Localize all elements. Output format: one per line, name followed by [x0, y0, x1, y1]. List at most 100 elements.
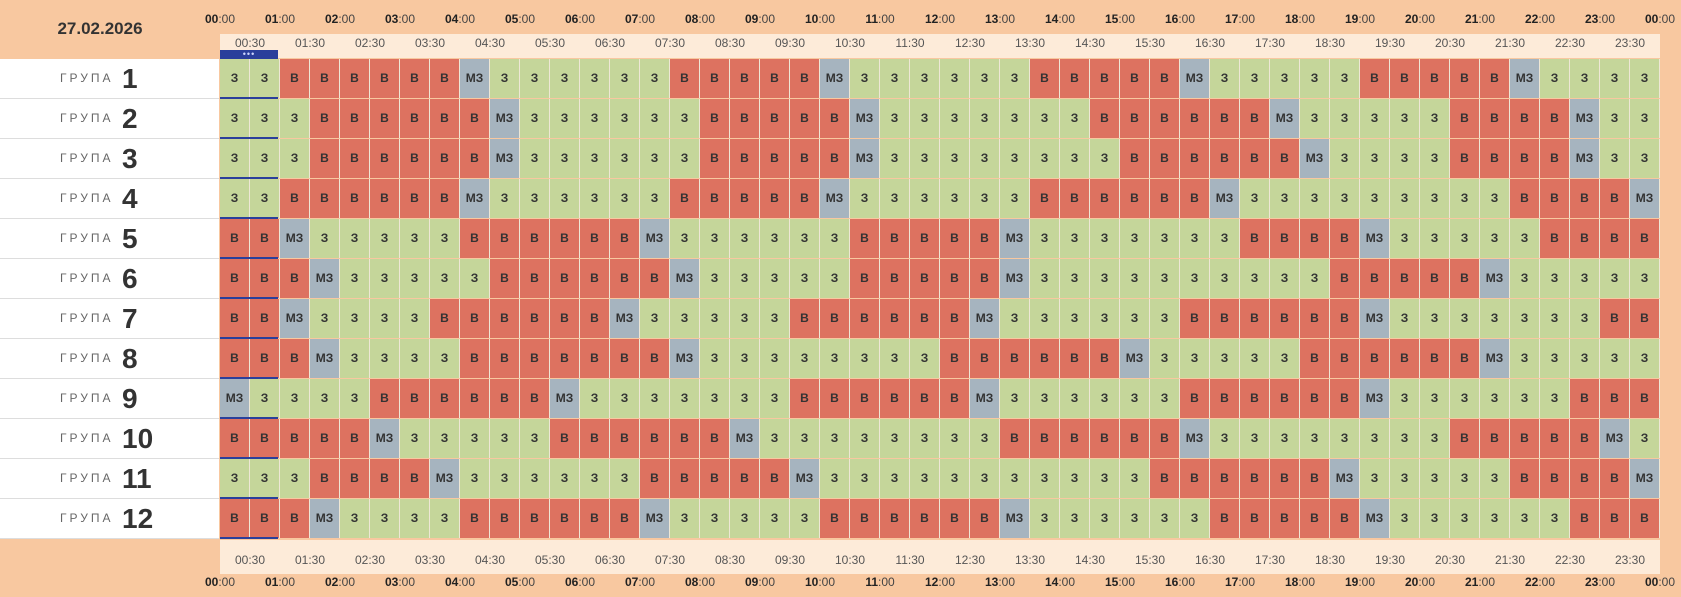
schedule-cell[interactable]: В	[910, 259, 940, 298]
schedule-cell[interactable]: З	[1060, 259, 1090, 298]
schedule-cell[interactable]: МЗ	[310, 499, 340, 538]
schedule-cell[interactable]: З	[1510, 499, 1540, 538]
schedule-cell[interactable]: МЗ	[490, 139, 520, 178]
schedule-cell[interactable]: В	[1180, 379, 1210, 418]
schedule-cell[interactable]: З	[580, 59, 610, 98]
schedule-cell[interactable]: З	[250, 459, 280, 498]
schedule-cell[interactable]: З	[1480, 379, 1510, 418]
schedule-cell[interactable]: З	[880, 459, 910, 498]
schedule-cell[interactable]: З	[580, 139, 610, 178]
schedule-cell[interactable]: З	[1300, 179, 1330, 218]
schedule-cell[interactable]: З	[1630, 139, 1660, 178]
schedule-cell[interactable]: З	[1270, 179, 1300, 218]
schedule-cell[interactable]: В	[520, 259, 550, 298]
schedule-cell[interactable]: З	[1240, 59, 1270, 98]
schedule-cell[interactable]: З	[850, 339, 880, 378]
schedule-cell[interactable]: З	[760, 499, 790, 538]
schedule-cell[interactable]: З	[1030, 99, 1060, 138]
schedule-cell[interactable]: З	[880, 179, 910, 218]
schedule-cell[interactable]: З	[1480, 459, 1510, 498]
schedule-cell[interactable]: В	[1180, 299, 1210, 338]
schedule-cell[interactable]: В	[580, 259, 610, 298]
schedule-cell[interactable]: В	[580, 499, 610, 538]
schedule-cell[interactable]: З	[1480, 219, 1510, 258]
schedule-cell[interactable]: В	[1270, 499, 1300, 538]
schedule-cell[interactable]: МЗ	[550, 379, 580, 418]
schedule-cell[interactable]: МЗ	[820, 59, 850, 98]
schedule-cell[interactable]: В	[1210, 499, 1240, 538]
schedule-cell[interactable]: В	[220, 339, 250, 378]
schedule-cell[interactable]: В	[1540, 139, 1570, 178]
schedule-cell[interactable]: В	[1240, 139, 1270, 178]
schedule-cell[interactable]: В	[670, 179, 700, 218]
schedule-cell[interactable]: З	[340, 379, 370, 418]
schedule-cell[interactable]: В	[250, 499, 280, 538]
schedule-cell[interactable]: З	[1420, 99, 1450, 138]
schedule-cell[interactable]: В	[1210, 99, 1240, 138]
schedule-cell[interactable]: З	[1090, 219, 1120, 258]
schedule-cell[interactable]: В	[1600, 299, 1630, 338]
schedule-cell[interactable]: З	[490, 459, 520, 498]
schedule-cell[interactable]: В	[370, 59, 400, 98]
schedule-cell[interactable]: В	[400, 459, 430, 498]
schedule-cell[interactable]: В	[1180, 139, 1210, 178]
schedule-cell[interactable]: З	[790, 219, 820, 258]
schedule-cell[interactable]: З	[1630, 99, 1660, 138]
schedule-cell[interactable]: З	[760, 339, 790, 378]
schedule-cell[interactable]: З	[1510, 299, 1540, 338]
schedule-cell[interactable]: В	[730, 179, 760, 218]
schedule-cell[interactable]: З	[880, 139, 910, 178]
schedule-cell[interactable]: З	[1180, 499, 1210, 538]
schedule-cell[interactable]: В	[1330, 499, 1360, 538]
schedule-cell[interactable]: З	[220, 459, 250, 498]
schedule-cell[interactable]: З	[1210, 259, 1240, 298]
schedule-cell[interactable]: МЗ	[1630, 459, 1660, 498]
schedule-cell[interactable]: З	[1240, 259, 1270, 298]
schedule-cell[interactable]: В	[1180, 179, 1210, 218]
schedule-cell[interactable]: З	[1480, 499, 1510, 538]
schedule-cell[interactable]: З	[850, 179, 880, 218]
schedule-cell[interactable]: В	[940, 499, 970, 538]
schedule-cell[interactable]: В	[940, 219, 970, 258]
schedule-cell[interactable]: В	[1420, 59, 1450, 98]
schedule-cell[interactable]: З	[1390, 459, 1420, 498]
schedule-cell[interactable]: В	[340, 139, 370, 178]
schedule-cell[interactable]: З	[970, 419, 1000, 458]
schedule-cell[interactable]: В	[730, 459, 760, 498]
schedule-cell[interactable]: З	[730, 499, 760, 538]
schedule-cell[interactable]: МЗ	[640, 219, 670, 258]
schedule-cell[interactable]: В	[310, 179, 340, 218]
schedule-cell[interactable]: З	[1000, 59, 1030, 98]
schedule-cell[interactable]: В	[550, 219, 580, 258]
schedule-cell[interactable]: МЗ	[850, 99, 880, 138]
schedule-cell[interactable]: З	[850, 419, 880, 458]
schedule-cell[interactable]: В	[1150, 419, 1180, 458]
schedule-cell[interactable]: З	[520, 179, 550, 218]
schedule-cell[interactable]: В	[640, 339, 670, 378]
schedule-cell[interactable]: З	[1120, 299, 1150, 338]
schedule-cell[interactable]: З	[220, 179, 250, 218]
schedule-cell[interactable]: В	[1210, 139, 1240, 178]
schedule-cell[interactable]: З	[280, 99, 310, 138]
schedule-cell[interactable]: В	[700, 179, 730, 218]
schedule-cell[interactable]: З	[1330, 419, 1360, 458]
schedule-cell[interactable]: МЗ	[1300, 139, 1330, 178]
schedule-cell[interactable]: З	[970, 99, 1000, 138]
schedule-cell[interactable]: В	[1630, 499, 1660, 538]
schedule-cell[interactable]: З	[610, 59, 640, 98]
schedule-cell[interactable]: З	[1030, 499, 1060, 538]
schedule-cell[interactable]: В	[370, 459, 400, 498]
schedule-cell[interactable]: З	[640, 179, 670, 218]
schedule-cell[interactable]: З	[550, 139, 580, 178]
schedule-cell[interactable]: В	[1570, 499, 1600, 538]
schedule-cell[interactable]: МЗ	[790, 459, 820, 498]
schedule-cell[interactable]: В	[880, 299, 910, 338]
schedule-cell[interactable]: В	[700, 459, 730, 498]
schedule-cell[interactable]: З	[1000, 179, 1030, 218]
schedule-cell[interactable]: В	[1060, 59, 1090, 98]
schedule-cell[interactable]: В	[520, 339, 550, 378]
schedule-cell[interactable]: В	[1450, 259, 1480, 298]
schedule-cell[interactable]: В	[1330, 339, 1360, 378]
schedule-cell[interactable]: З	[1150, 499, 1180, 538]
schedule-cell[interactable]: З	[1330, 179, 1360, 218]
